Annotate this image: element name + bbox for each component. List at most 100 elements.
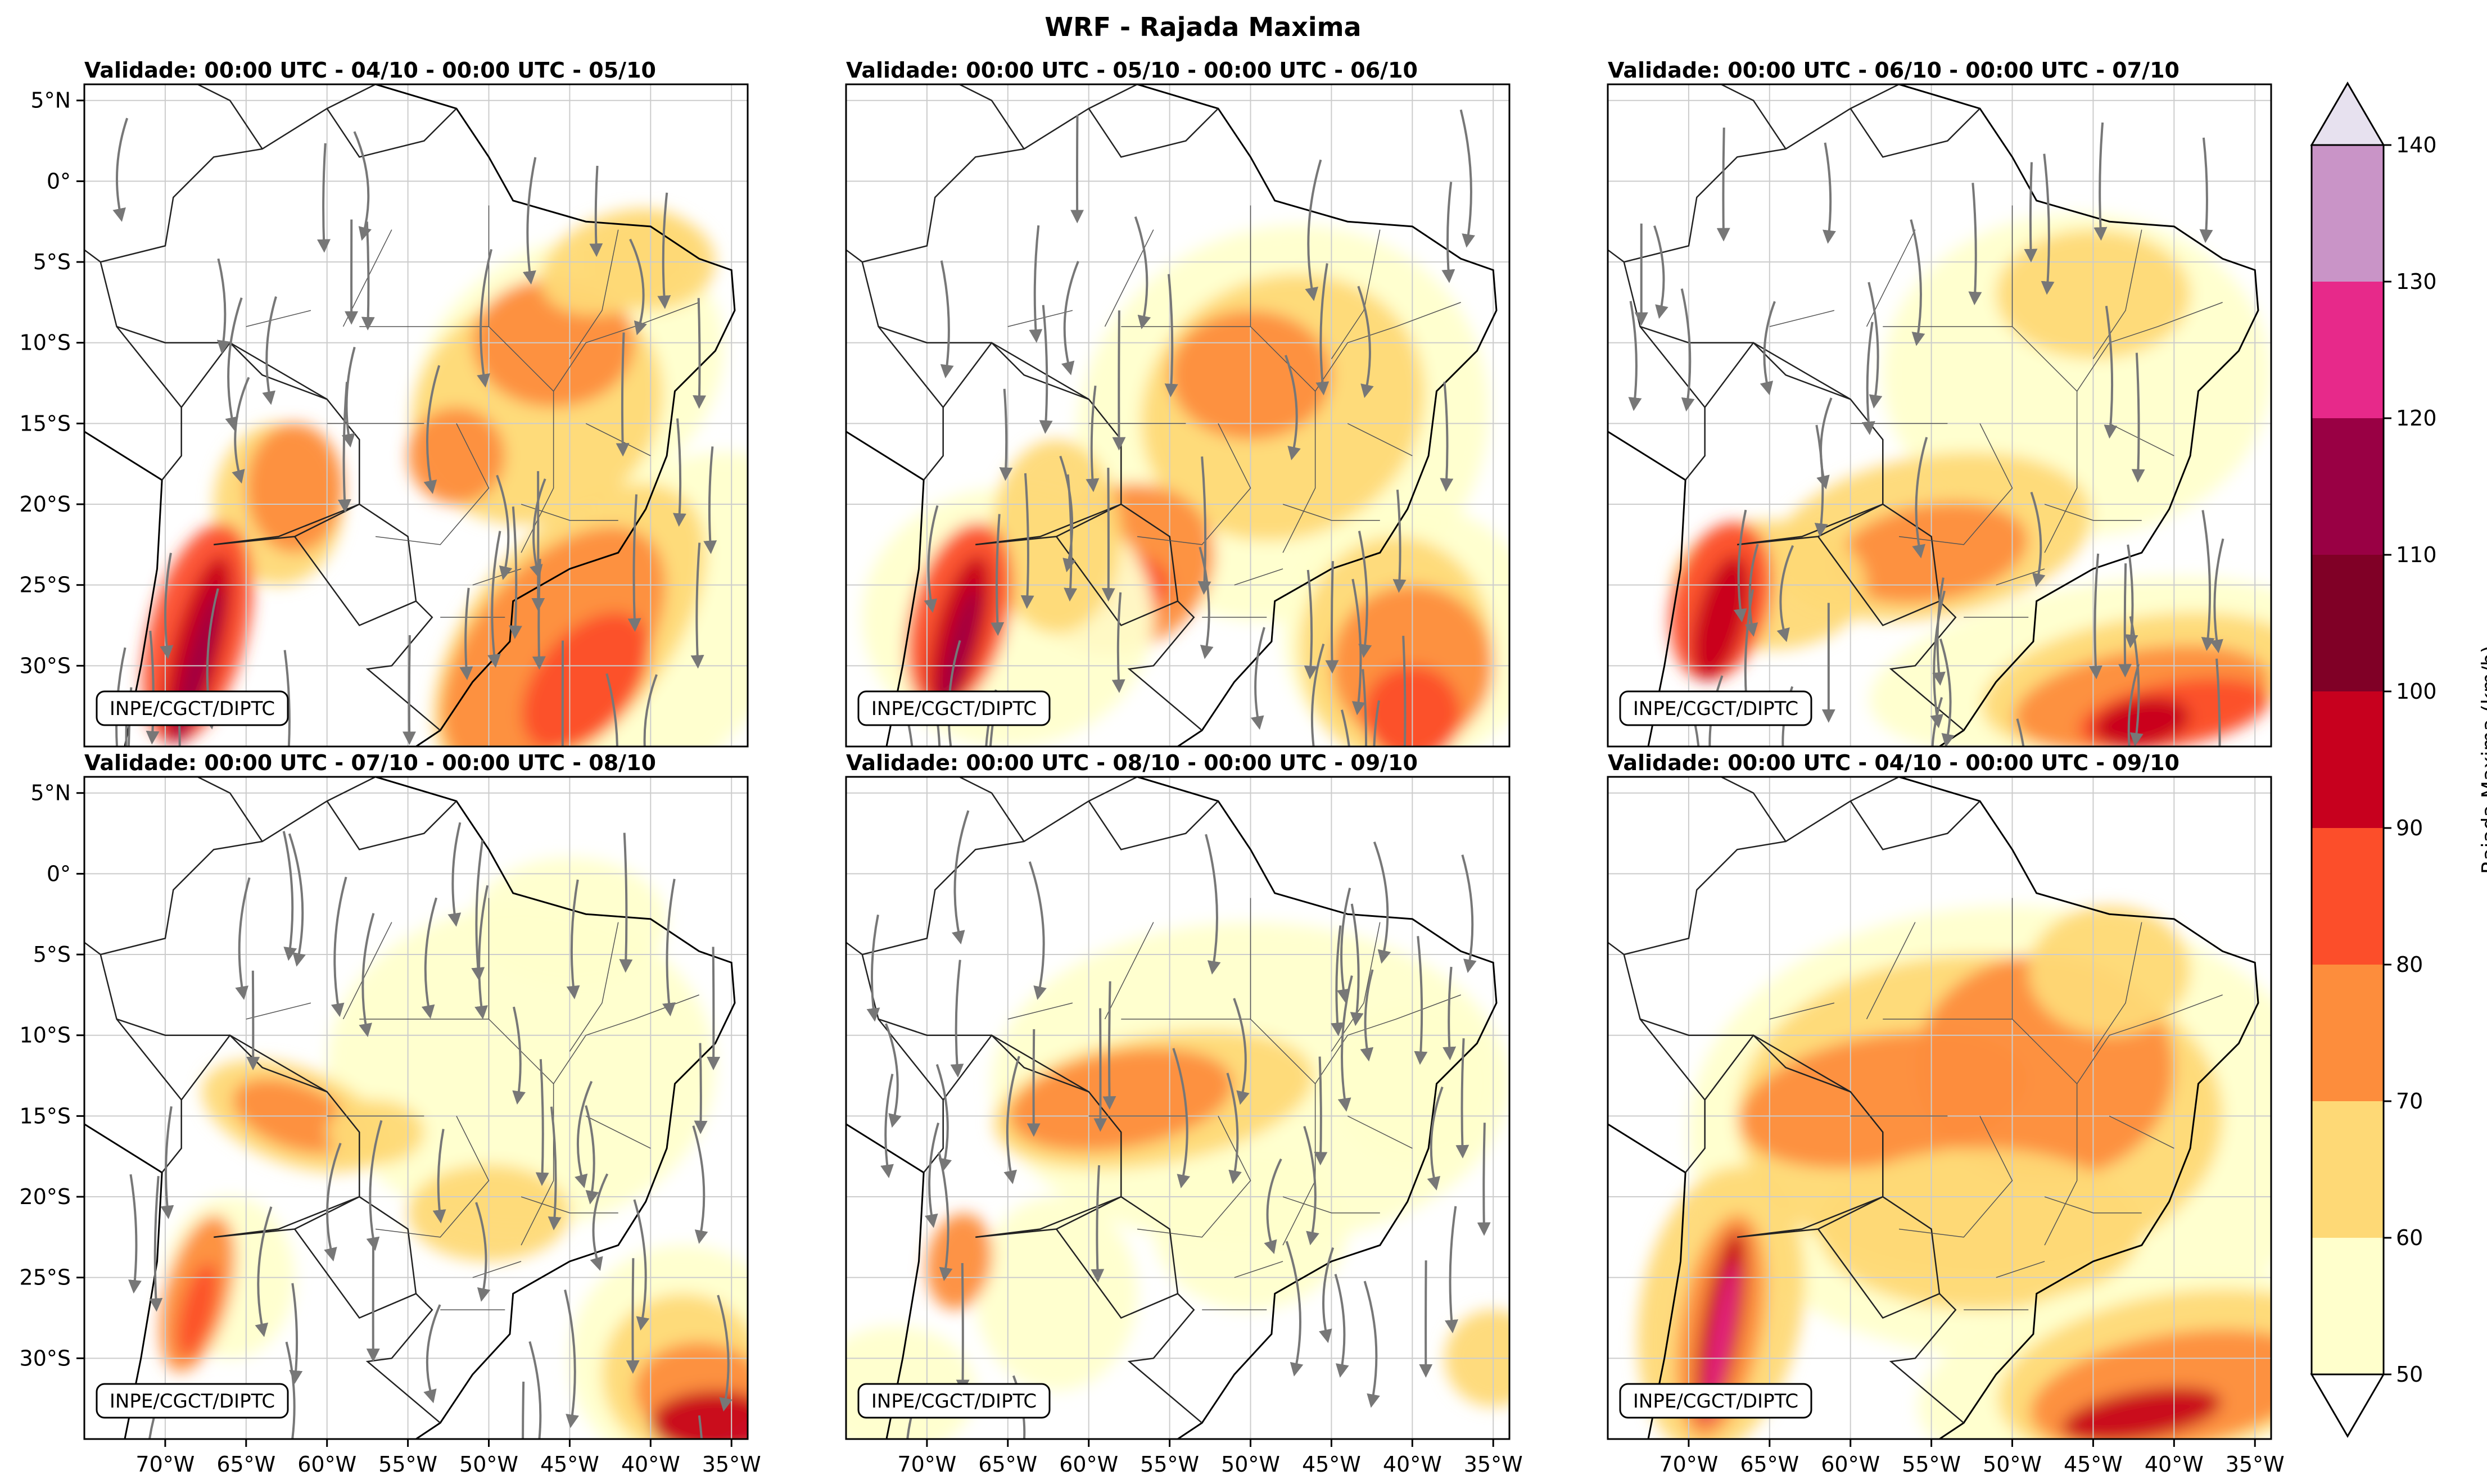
credit-text: INPE/CGCT/DIPTC [110,698,275,720]
lon-tick-label: 45°W [540,1452,599,1477]
panel-title: Validade: 00:00 UTC - 08/10 - 00:00 UTC … [846,750,1418,775]
state-border [2044,1196,2142,1214]
panel-title: Validade: 00:00 UTC - 04/10 - 00:00 UTC … [1608,750,2179,775]
lon-tick-label: 35°W [2226,1452,2285,1477]
lat-tick-label: 5°N [30,88,71,113]
panel-frame [1607,83,2272,748]
colorbar-label: Rajada Maxima (km/h) [2478,645,2487,874]
colorbar-segment [2312,282,2384,418]
colorbar-segment [2312,555,2384,691]
colorbar-tick-label: 80 [2396,952,2423,977]
colorbar-tick-label: 130 [2396,269,2437,294]
lat-tick-label: 5°N [30,781,71,806]
credit-box: INPE/CGCT/DIPTC [1619,1383,1812,1419]
lon-tick-label: 65°W [1740,1452,1799,1477]
country-border [957,84,1025,150]
lon-tick-label: 35°W [702,1452,761,1477]
lat-tick-label: 20°S [20,492,71,517]
credit-box: INPE/CGCT/DIPTC [857,690,1051,726]
country-border [1623,777,1900,1101]
country-border [1719,84,1787,150]
state-border [1282,391,1316,553]
coastline [84,777,736,1439]
country-border [878,325,1089,400]
state-border [1137,1116,1251,1238]
colorbar-tick-label: 120 [2396,406,2437,431]
state-border [1007,310,1073,327]
lon-tick-label: 70°W [135,1452,195,1477]
country-border [365,600,441,731]
state-border [1137,423,1251,545]
lon-tick-label: 50°W [1983,1452,2042,1477]
colorbar-segment [2312,1238,2384,1374]
state-border [1250,205,1461,392]
lat-tick-label: 15°S [20,411,71,436]
state-border [488,898,699,1085]
state-border [521,391,554,553]
colorbar-segment [2312,965,2384,1101]
state-border [1331,229,1381,359]
lon-tick-label: 45°W [2064,1452,2123,1477]
state-border [521,1196,618,1214]
state-border [1769,1002,1835,1020]
panel-title: Validade: 00:00 UTC - 07/10 - 00:00 UTC … [84,750,656,775]
state-border [2092,229,2142,359]
lon-tick-label: 60°W [1059,1452,1118,1477]
panels: Validade: 00:00 UTC - 04/10 - 00:00 UTC … [20,58,2285,1477]
credit-box: INPE/CGCT/DIPTC [96,1383,289,1419]
coastline [1608,777,2259,1439]
country-border [1088,108,1219,158]
panel-frame [845,83,1511,748]
coastline [846,84,1498,746]
colorbar-tick-label: 100 [2396,679,2437,704]
lat-tick-label: 20°S [20,1184,71,1209]
colorbar-tick-label: 110 [2396,542,2437,567]
state-border [1898,1116,2013,1238]
panel-title: Validade: 00:00 UTC - 05/10 - 00:00 UTC … [846,58,1418,83]
country-border [116,1018,328,1093]
map-panel: Validade: 00:00 UTC - 07/10 - 00:00 UTC … [20,750,761,1477]
lat-tick-label: 0° [47,169,71,193]
state-border [1898,423,2013,545]
colorbar-segment [2312,145,2384,282]
lat-tick-label: 5°S [33,250,71,274]
country-border [975,503,1179,627]
state-border [1282,504,1380,521]
lat-tick-label: 25°S [20,573,71,598]
state-border [1282,1196,1380,1214]
lon-tick-label: 50°W [1221,1452,1280,1477]
state-border [2109,423,2174,456]
state-border [342,922,392,1020]
state-border [2011,205,2223,392]
state-border [1769,310,1835,327]
state-border [472,568,522,586]
lat-tick-label: 5°S [33,942,71,967]
state-border [1234,1261,1283,1278]
map-panel: Validade: 00:00 UTC - 04/10 - 00:00 UTC … [1607,750,2285,1477]
country-border [326,108,457,158]
lon-tick-label: 65°W [216,1452,275,1477]
country-border [365,1293,441,1424]
state-border [375,423,490,545]
state-border [375,1116,490,1238]
lat-tick-label: 0° [47,861,71,886]
panel-frame [845,776,1511,1440]
state-border [1866,922,1916,1020]
state-border [569,922,619,1052]
country-border [1889,600,1964,731]
state-border [585,423,651,456]
state-border [472,1261,522,1278]
state-border [1347,423,1413,456]
figure-title: WRF - Rajada Maxima [1044,12,1361,42]
credit-text: INPE/CGCT/DIPTC [1633,1390,1798,1413]
panel-title: Validade: 00:00 UTC - 04/10 - 00:00 UTC … [84,58,656,83]
streamlines [112,117,717,746]
gridlines [1608,84,2271,746]
coastline [84,84,736,746]
lon-tick-label: 60°W [297,1452,356,1477]
panel-title: Validade: 00:00 UTC - 06/10 - 00:00 UTC … [1608,58,2179,83]
country-border [326,800,457,850]
lat-tick-label: 15°S [20,1103,71,1128]
colorbar-segment [2312,1101,2384,1238]
state-border [1996,1261,2045,1278]
